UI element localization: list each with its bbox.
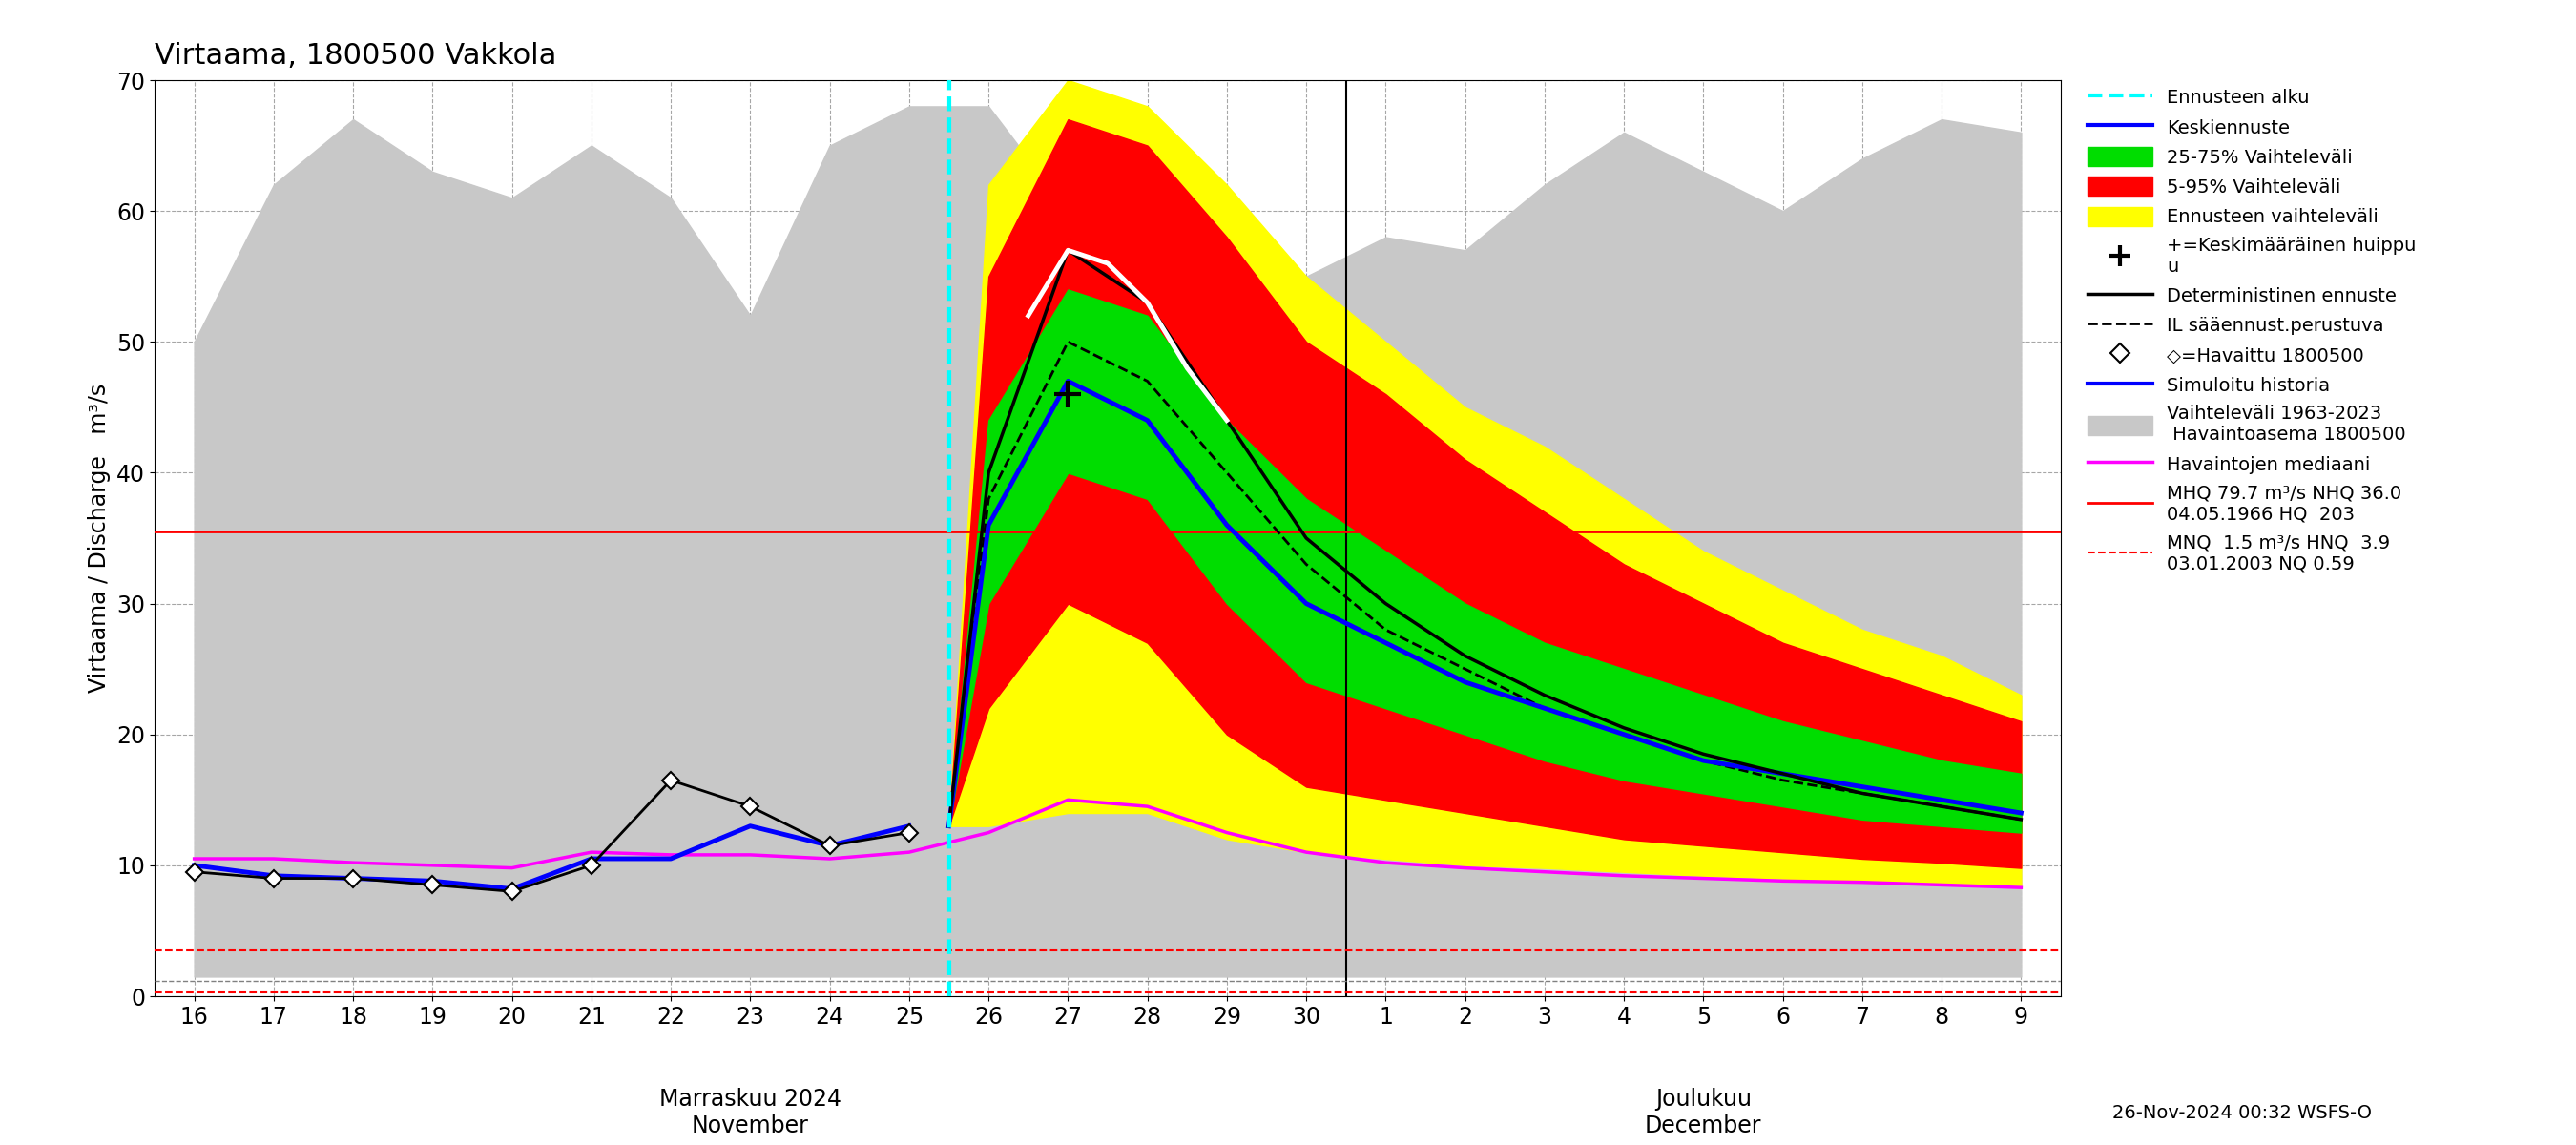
Text: Marraskuu 2024
November: Marraskuu 2024 November bbox=[659, 1088, 842, 1137]
Text: Virtaama, 1800500 Vakkola: Virtaama, 1800500 Vakkola bbox=[155, 42, 556, 70]
Legend: Ennusteen alku, Keskiennuste, 25-75% Vaihteleväli, 5-95% Vaihteleväli, Ennusteen: Ennusteen alku, Keskiennuste, 25-75% Vai… bbox=[2079, 80, 2424, 581]
Text: 26-Nov-2024 00:32 WSFS-O: 26-Nov-2024 00:32 WSFS-O bbox=[2112, 1104, 2372, 1122]
Text: Joulukuu
December: Joulukuu December bbox=[1646, 1088, 1762, 1137]
Y-axis label: Virtaama / Discharge   m³/s: Virtaama / Discharge m³/s bbox=[88, 384, 111, 693]
